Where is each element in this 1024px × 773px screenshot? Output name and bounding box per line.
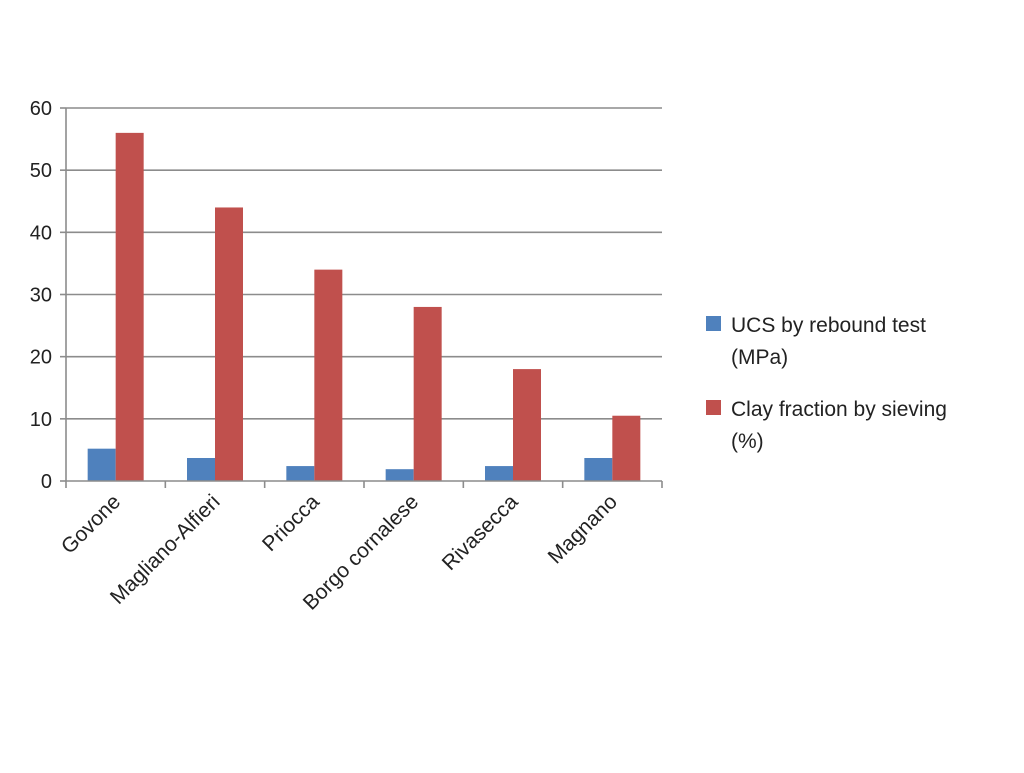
y-tick-label: 10 bbox=[30, 409, 52, 431]
bar-clay-magliano-alfieri bbox=[215, 207, 243, 481]
y-tick-label: 30 bbox=[30, 285, 52, 307]
legend-label: Clay fraction by sieving bbox=[731, 398, 947, 421]
legend-swatch bbox=[706, 400, 721, 415]
y-tick-label: 40 bbox=[30, 222, 52, 244]
x-tick-label: Magliano-Alfieri bbox=[106, 490, 225, 609]
bar-clay-priocca bbox=[314, 269, 343, 481]
x-tick-label: Govone bbox=[57, 490, 125, 558]
x-tick-label: Magnano bbox=[544, 490, 622, 568]
bar-ucs-borgo-cornalese bbox=[385, 469, 414, 481]
x-tick-label: Priocca bbox=[258, 490, 324, 556]
bar-clay-rivasecca bbox=[513, 369, 541, 481]
legend-label: (%) bbox=[731, 430, 764, 453]
bar-ucs-magnano bbox=[584, 457, 613, 481]
bar-ucs-priocca bbox=[286, 466, 315, 481]
bar-clay-govone bbox=[115, 132, 144, 481]
legend-label: (MPa) bbox=[731, 346, 788, 369]
bar-ucs-govone bbox=[87, 448, 116, 481]
legend: UCS by rebound test (MPa) Clay fraction by… bbox=[706, 314, 947, 453]
y-tick-label: 60 bbox=[30, 98, 52, 120]
x-tick-label: Rivasecca bbox=[438, 490, 523, 575]
axes bbox=[60, 107, 663, 488]
legend-label: UCS by rebound test bbox=[731, 314, 926, 337]
bar-clay-borgo-cornalese bbox=[413, 306, 442, 481]
bar-clay-magnano bbox=[612, 415, 641, 481]
bar-ucs-rivasecca bbox=[485, 466, 513, 481]
y-tick-labels: 0 10 20 30 40 50 60 bbox=[30, 98, 52, 493]
y-tick-label: 50 bbox=[30, 160, 52, 182]
gridlines bbox=[66, 107, 662, 420]
bars bbox=[87, 132, 641, 481]
y-tick-label: 20 bbox=[30, 347, 52, 369]
legend-swatch bbox=[706, 316, 721, 331]
y-tick-label: 0 bbox=[41, 471, 52, 493]
bar-ucs-magliano-alfieri bbox=[187, 457, 215, 481]
